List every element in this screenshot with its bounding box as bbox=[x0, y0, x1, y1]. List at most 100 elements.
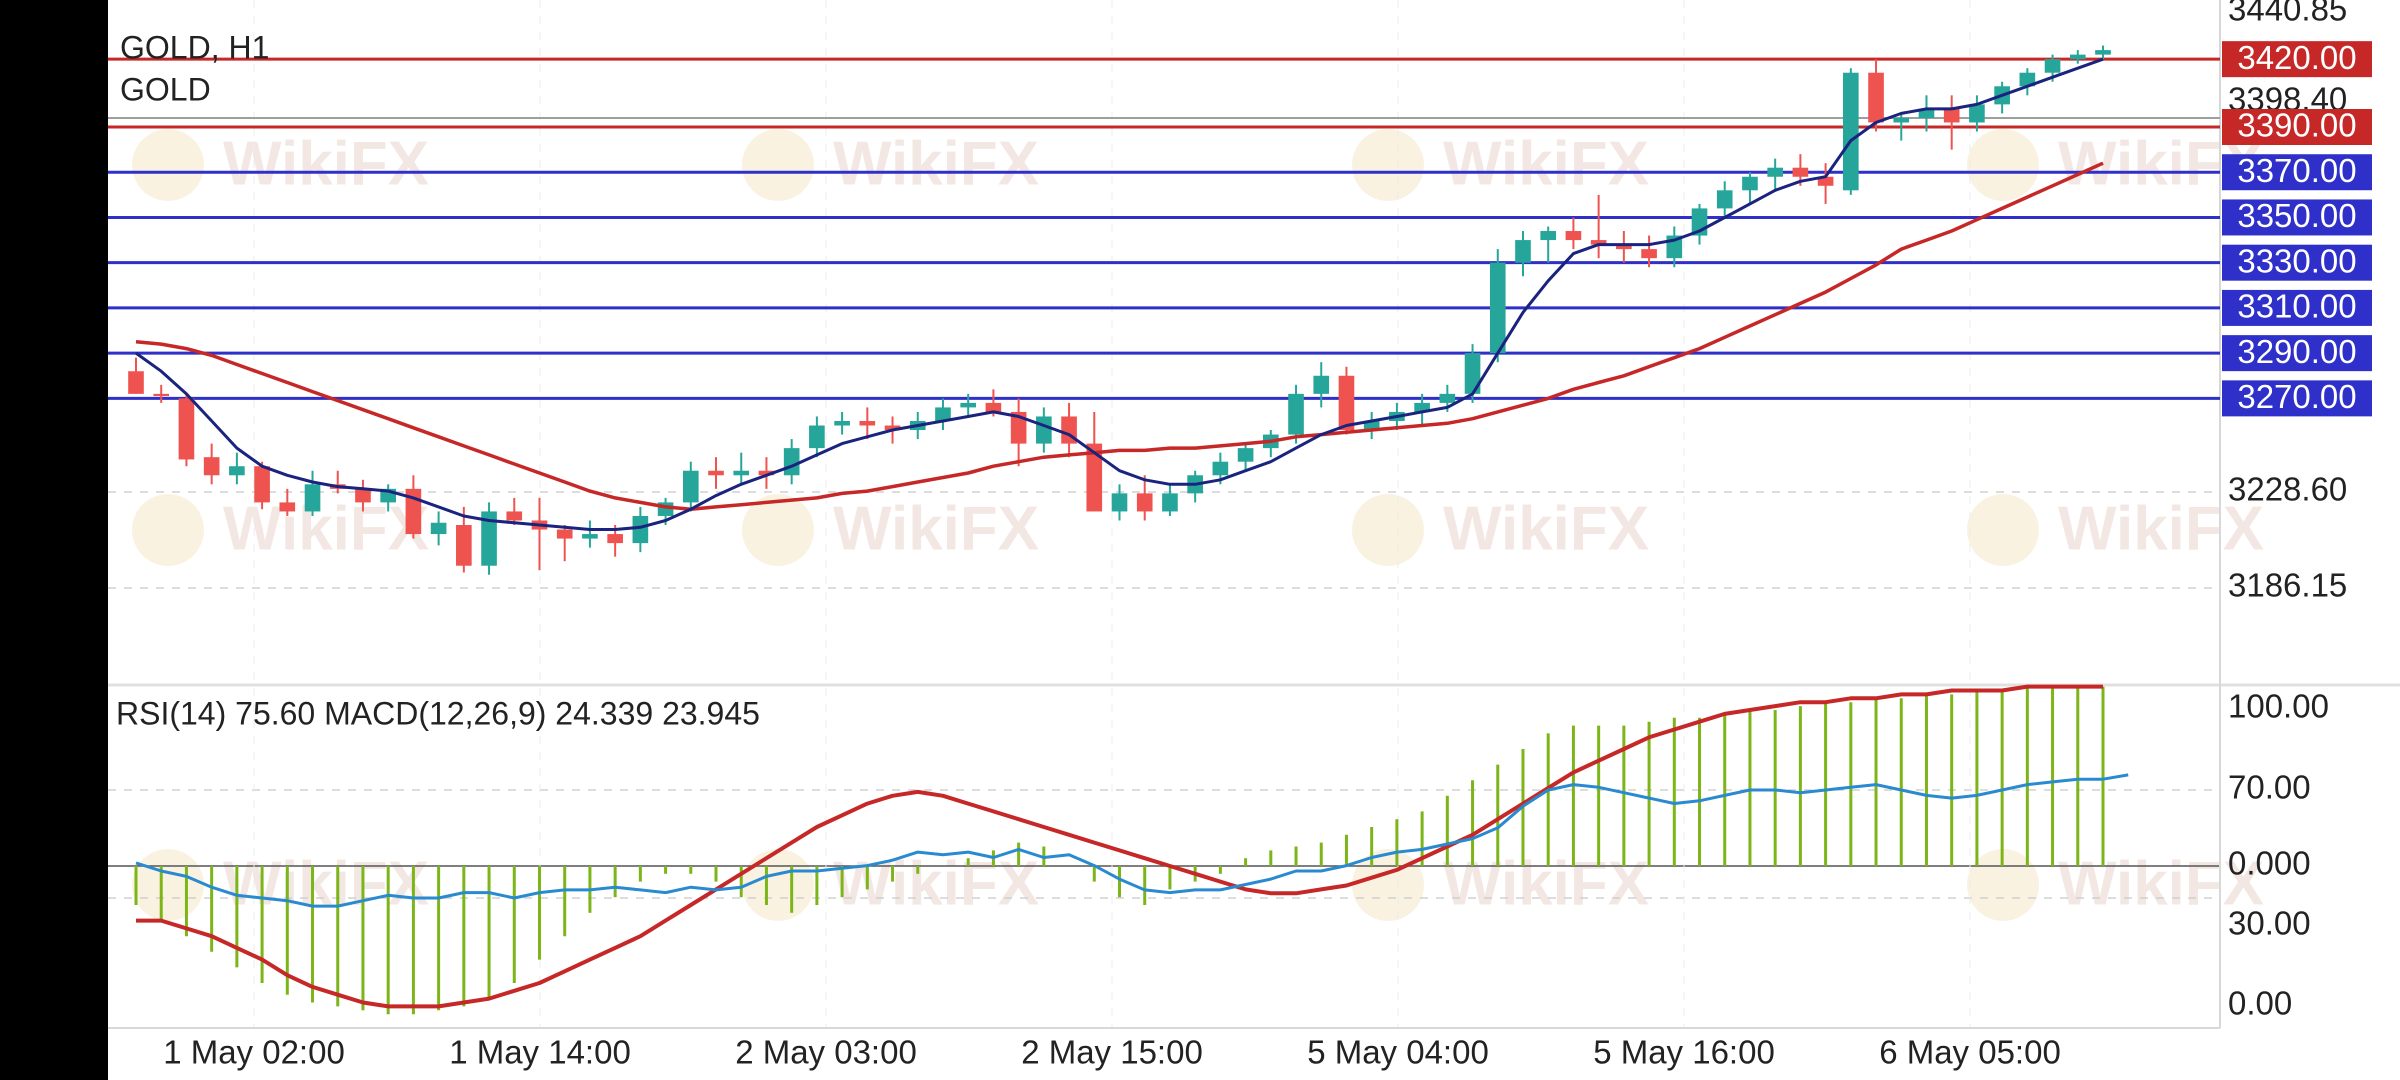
candle-body bbox=[1212, 461, 1229, 476]
candle-body bbox=[884, 425, 901, 431]
candle-body bbox=[960, 402, 977, 408]
level-price-tag-label: 3370.00 bbox=[2237, 152, 2356, 189]
watermark-text: WikiFX bbox=[833, 129, 1039, 198]
time-axis-label: 2 May 15:00 bbox=[1021, 1034, 1203, 1071]
candle-body bbox=[1540, 231, 1557, 241]
candle-body bbox=[1893, 117, 1910, 123]
candle-body bbox=[1111, 493, 1128, 512]
level-price-tag[interactable] bbox=[2222, 41, 2372, 78]
candle-body bbox=[1010, 411, 1027, 444]
candle-body bbox=[1136, 493, 1153, 512]
watermark-text: WikiFX bbox=[1443, 494, 1649, 563]
candle-body bbox=[632, 515, 649, 544]
time-axis-label: 6 May 05:00 bbox=[1879, 1034, 2061, 1071]
chart-svg[interactable]: WikiFX WikiFX WikiFX WikiFX WikiFX WikiFX Wiki… bbox=[108, 0, 2400, 1080]
candle-body bbox=[809, 425, 825, 449]
price-axis-label: 3186.15 bbox=[2228, 567, 2347, 604]
watermark-logo-icon bbox=[1352, 494, 1424, 566]
candle-body bbox=[1868, 72, 1884, 123]
indicator-axis-label: 0.00 bbox=[2228, 985, 2292, 1022]
candle-body bbox=[1817, 176, 1834, 186]
rsi-line bbox=[135, 773, 2129, 908]
candle-body bbox=[229, 466, 245, 476]
time-axis-label: 5 May 04:00 bbox=[1307, 1034, 1489, 1071]
watermark-logo-icon bbox=[742, 129, 814, 201]
level-price-tag-label: 3390.00 bbox=[2237, 107, 2356, 144]
candle-body bbox=[985, 402, 1002, 412]
candle-body bbox=[1742, 176, 1758, 191]
candle-body bbox=[2069, 54, 2086, 60]
level-price-tag[interactable] bbox=[2222, 244, 2372, 281]
level-price-tag-label: 3420.00 bbox=[2237, 39, 2356, 76]
indicator-axis-label: 70.00 bbox=[2228, 769, 2311, 806]
candle-body bbox=[859, 420, 876, 426]
candle-body bbox=[128, 371, 144, 394]
watermark-logo-icon bbox=[132, 129, 204, 201]
watermark-logo-icon bbox=[132, 849, 204, 921]
candle-body bbox=[355, 488, 371, 503]
candle-body bbox=[1590, 240, 1607, 245]
watermark-text: WikiFX bbox=[1443, 129, 1649, 198]
candle-body bbox=[1616, 244, 1632, 250]
candle-body bbox=[1918, 108, 1935, 118]
watermark-text: WikiFX bbox=[1443, 849, 1649, 918]
level-price-tag[interactable] bbox=[2222, 199, 2372, 236]
indicator-axis-label: 30.00 bbox=[2228, 905, 2311, 942]
candle-body bbox=[607, 534, 623, 544]
candle-body bbox=[304, 484, 321, 512]
level-price-tag[interactable] bbox=[2222, 108, 2372, 145]
level-price-tag-label: 3270.00 bbox=[2237, 378, 2356, 415]
time-axis-label: 2 May 03:00 bbox=[735, 1034, 917, 1071]
watermark-text: WikiFX bbox=[2058, 494, 2264, 563]
candle-body bbox=[1363, 420, 1380, 431]
watermark-text: WikiFX bbox=[2058, 849, 2264, 918]
candle-body bbox=[1439, 393, 1456, 403]
chart-area[interactable]: WikiFX WikiFX WikiFX WikiFX WikiFX WikiFX Wiki… bbox=[108, 0, 2400, 1080]
candle-body bbox=[456, 525, 472, 566]
candle-body bbox=[1641, 249, 1657, 259]
candle-body bbox=[178, 398, 195, 460]
candle-body bbox=[834, 420, 850, 426]
watermark-text: WikiFX bbox=[223, 129, 429, 198]
time-axis-label: 5 May 16:00 bbox=[1593, 1034, 1775, 1071]
candle-body bbox=[733, 470, 750, 476]
level-price-tag[interactable] bbox=[2222, 289, 2372, 326]
price-axis-label: 3228.60 bbox=[2228, 471, 2347, 508]
candle-body bbox=[203, 457, 220, 476]
watermark-logo-icon bbox=[132, 494, 204, 566]
candle-body bbox=[2044, 59, 2061, 73]
candle-body bbox=[582, 534, 598, 539]
candle-body bbox=[153, 393, 170, 397]
candle-body bbox=[1792, 167, 1809, 177]
candle-body bbox=[1716, 190, 1733, 209]
watermark-text: WikiFX bbox=[223, 494, 429, 563]
candle-body bbox=[1237, 448, 1254, 462]
indicator-header: RSI(14) 75.60 MACD(12,26,9) 24.339 23.94… bbox=[116, 695, 760, 731]
watermark-text: WikiFX bbox=[833, 494, 1039, 563]
watermark-logo-icon bbox=[1967, 129, 2039, 201]
candle-body bbox=[430, 522, 447, 535]
candle-body bbox=[2095, 50, 2111, 55]
indicator-axis-label: 0.000 bbox=[2228, 845, 2311, 882]
time-axis-label: 1 May 14:00 bbox=[449, 1034, 631, 1071]
price-axis-label: 3440.85 bbox=[2228, 0, 2347, 28]
chart-symbol: GOLD bbox=[120, 71, 211, 107]
watermark-logo-icon bbox=[1352, 129, 1424, 201]
candle-body bbox=[1969, 104, 1985, 123]
level-price-tag-label: 3350.00 bbox=[2237, 197, 2356, 234]
candle-body bbox=[1338, 375, 1355, 431]
candle-body bbox=[1288, 393, 1304, 435]
candle-body bbox=[1565, 231, 1582, 241]
candle-body bbox=[1036, 416, 1052, 444]
moving-average-slow-line bbox=[135, 161, 2104, 511]
candle-body bbox=[1313, 375, 1330, 394]
candle-body bbox=[783, 448, 800, 476]
moving-average-fast-line bbox=[135, 57, 2104, 531]
level-price-tag[interactable] bbox=[2222, 380, 2372, 417]
watermark-logo-icon bbox=[1967, 849, 2039, 921]
level-price-tag-label: 3330.00 bbox=[2237, 242, 2356, 279]
level-price-tag[interactable] bbox=[2222, 335, 2372, 372]
level-price-tag[interactable] bbox=[2222, 154, 2372, 191]
candle-body bbox=[506, 511, 523, 521]
candle-body bbox=[1843, 72, 1859, 191]
